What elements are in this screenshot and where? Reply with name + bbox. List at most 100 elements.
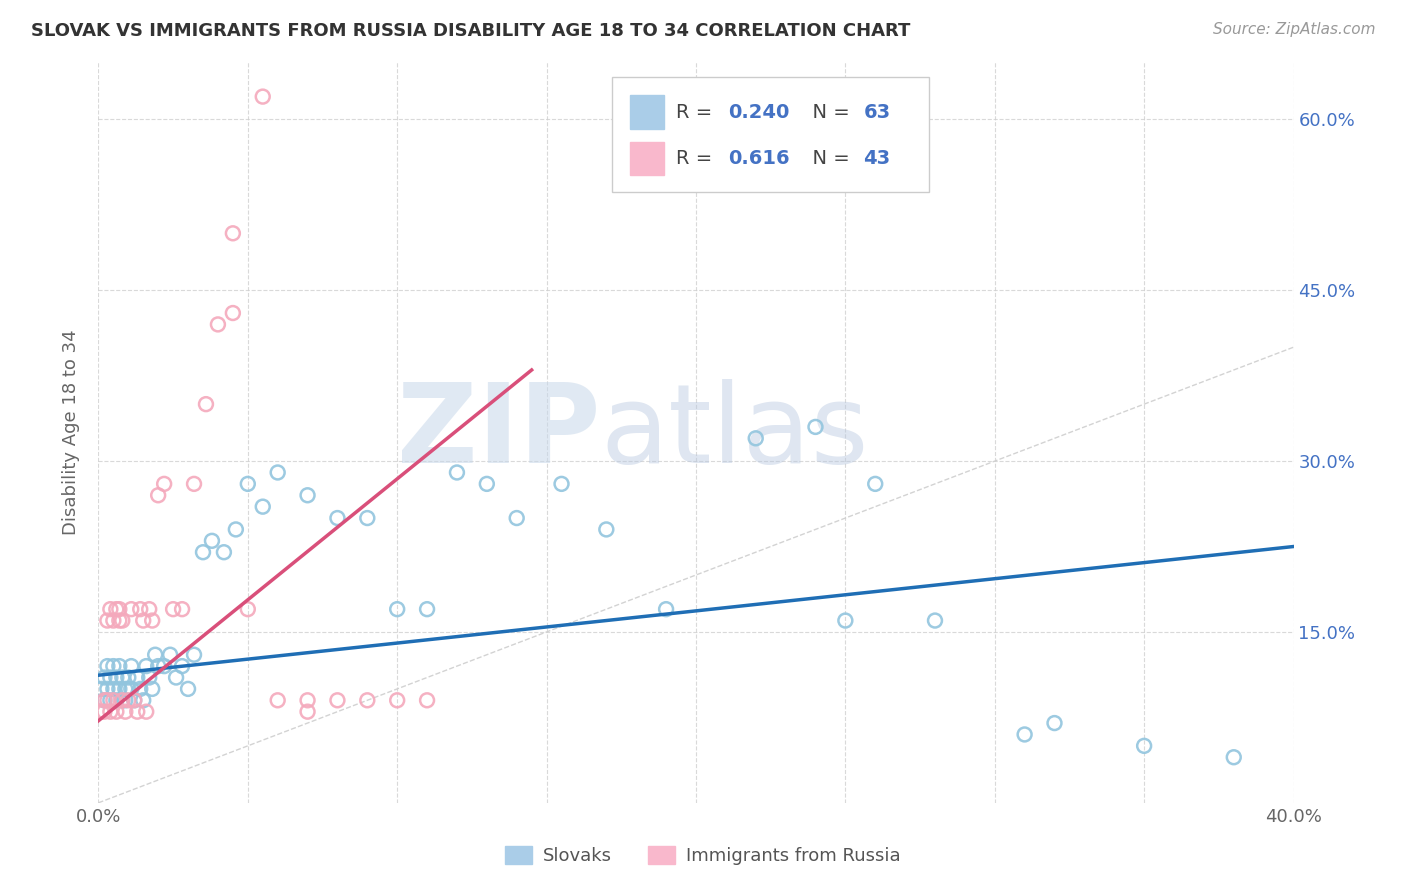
Point [225, 523, 247, 537]
Point [172, 602, 194, 616]
Point [120, 659, 142, 673]
Point [105, 693, 128, 707]
Text: Source: ZipAtlas.com: Source: ZipAtlas.com [1212, 22, 1375, 37]
Point [416, 693, 439, 707]
Text: SLOVAK VS IMMIGRANTS FROM RUSSIA DISABILITY AGE 18 TO 34 CORRELATION CHART: SLOVAK VS IMMIGRANTS FROM RUSSIA DISABIL… [31, 22, 910, 40]
Point [385, 602, 409, 616]
Point [201, 533, 224, 548]
Point [103, 614, 125, 628]
Point [745, 431, 768, 445]
Text: R =: R = [676, 149, 724, 169]
Point [108, 614, 131, 628]
Text: atlas: atlas [600, 379, 869, 486]
Text: R =: R = [676, 103, 718, 121]
Point [172, 659, 194, 673]
Point [297, 693, 319, 707]
Point [117, 681, 139, 696]
Point [103, 693, 125, 707]
Point [162, 602, 184, 616]
Point [222, 227, 245, 241]
Point [191, 545, 214, 559]
Point [135, 659, 157, 673]
Y-axis label: Disability Age 18 to 34: Disability Age 18 to 34 [62, 330, 80, 535]
Point [655, 602, 678, 616]
Text: 43: 43 [863, 149, 890, 169]
FancyBboxPatch shape [613, 78, 929, 192]
Point [96, 681, 118, 696]
Point [114, 693, 136, 707]
Point [834, 614, 856, 628]
Point [117, 671, 139, 685]
Point [127, 671, 149, 685]
Point [595, 523, 617, 537]
Legend: Slovaks, Immigrants from Russia: Slovaks, Immigrants from Russia [498, 838, 908, 872]
Text: 0.616: 0.616 [728, 149, 790, 169]
Point [93, 705, 115, 719]
Point [138, 671, 160, 685]
Point [148, 488, 170, 502]
Text: N =: N = [800, 103, 856, 121]
Point [356, 693, 378, 707]
Point [416, 602, 439, 616]
Point [105, 705, 128, 719]
Point [96, 693, 118, 707]
Point [105, 602, 128, 616]
Point [127, 705, 149, 719]
Point [111, 693, 134, 707]
Point [195, 397, 218, 411]
Point [385, 693, 409, 707]
FancyBboxPatch shape [630, 142, 664, 176]
Point [103, 659, 125, 673]
Point [93, 671, 115, 685]
Point [135, 705, 157, 719]
Point [1223, 750, 1246, 764]
Point [138, 602, 160, 616]
Point [120, 681, 142, 696]
Point [141, 681, 163, 696]
Point [159, 648, 181, 662]
Point [98, 705, 122, 719]
Point [165, 671, 187, 685]
Point [98, 602, 122, 616]
Point [356, 511, 378, 525]
Point [252, 89, 274, 103]
Point [90, 681, 112, 696]
Point [103, 681, 125, 696]
Point [1014, 727, 1036, 741]
Point [96, 614, 118, 628]
Point [297, 705, 319, 719]
Point [143, 648, 166, 662]
Point [326, 693, 349, 707]
Point [153, 476, 176, 491]
Point [124, 693, 146, 707]
Point [98, 671, 122, 685]
Point [111, 614, 134, 628]
Point [108, 602, 131, 616]
Point [93, 693, 115, 707]
Point [1133, 739, 1156, 753]
Point [108, 659, 131, 673]
Point [222, 306, 245, 320]
Point [148, 659, 170, 673]
Point [111, 693, 134, 707]
Point [267, 693, 290, 707]
Point [111, 671, 134, 685]
Point [90, 705, 112, 719]
Point [114, 681, 136, 696]
Point [114, 705, 136, 719]
Point [267, 466, 290, 480]
Point [236, 476, 259, 491]
Text: ZIP: ZIP [396, 379, 600, 486]
Point [120, 602, 142, 616]
Point [129, 681, 152, 696]
Point [326, 511, 349, 525]
Point [132, 614, 155, 628]
Point [183, 648, 205, 662]
Point [177, 681, 200, 696]
Point [506, 511, 529, 525]
Text: N =: N = [800, 149, 856, 169]
Point [550, 476, 572, 491]
Point [475, 476, 498, 491]
Point [129, 602, 152, 616]
Point [1043, 716, 1066, 731]
